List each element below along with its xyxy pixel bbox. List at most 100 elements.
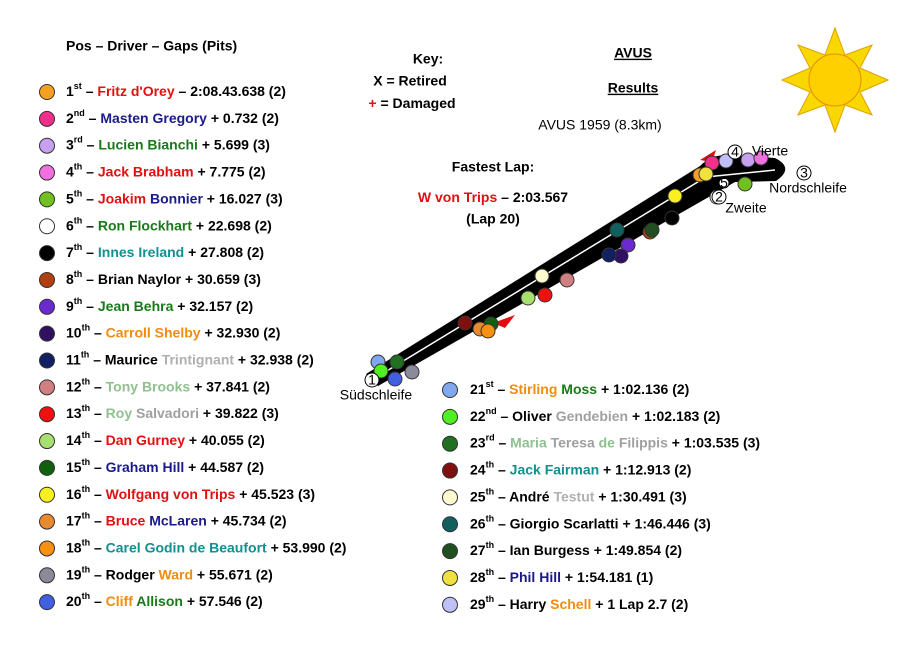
position: 7 [66,244,74,260]
position: 29 [470,596,486,612]
driver-name: Carroll Shelby [106,324,205,340]
driver-name: Moss [561,381,601,397]
result-text: 11th – Maurice Trintignant + 32.938 (2) [66,350,314,367]
track-label: Zweite [725,200,766,216]
driver-name: Giorgio Scarlatti [510,515,623,531]
position-suffix: th [74,162,83,172]
track-car [373,363,389,379]
gap: + 7.775 (2) [197,163,265,179]
position-suffix: th [82,565,91,575]
driver-name: Maurice [105,351,162,367]
separator: – [90,324,106,340]
gap: + 22.698 (2) [196,217,272,233]
corner-number: 5 [720,175,728,191]
gap: + 30.659 (3) [185,271,261,287]
car-marker [442,462,458,479]
track-car [698,166,714,182]
result-row: 12th – Tony Brooks + 37.841 (2) [39,377,270,396]
result-row: 6th – Ron Flockhart + 22.698 (2) [39,216,272,235]
result-text: 13th – Roy Salvadori + 39.822 (3) [66,404,279,421]
driver-name: Dan Gurney [106,432,189,448]
position: 16 [66,485,82,501]
position-suffix: rd [486,433,495,443]
result-row: 14th – Dan Gurney + 40.055 (2) [39,430,265,450]
separator: – [494,515,510,531]
result-text: 22nd – Oliver Gendebien + 1:02.183 (2) [470,406,720,423]
position-suffix: th [82,538,91,548]
result-row: 26th – Giorgio Scarlatti + 1:46.446 (3) [442,514,711,533]
position-suffix: th [74,269,83,279]
corner-badge [727,144,743,160]
car-marker [39,352,55,369]
driver-name: Brian Naylor [98,271,185,287]
car-marker [39,567,55,584]
result-row: 15th – Graham Hill + 44.587 (2) [39,457,264,476]
position-suffix: th [82,404,91,414]
corner-badge [364,372,380,388]
corner-number: 1 [368,372,376,388]
result-text: 29th – Harry Schell + 1 Lap 2.7 (2) [470,594,688,611]
fastest-lap-label: Fastest Lap: [452,159,534,175]
result-text: 14th – Dan Gurney + 40.055 (2) [66,430,265,447]
driver-name: Harry [510,596,550,612]
position: 18 [66,539,82,555]
position: 12 [66,378,82,394]
car-marker [39,245,55,262]
result-row: 11th – Maurice Trintignant + 32.938 (2) [39,350,314,369]
car-marker [39,513,55,530]
driver-name: Maria [510,434,550,450]
gap: + 45.523 (3) [239,485,315,501]
driver-name: Carel Godin de Beaufort [106,539,271,555]
driver-name: Ian Burgess [510,542,594,558]
gap: + 44.587 (2) [188,459,264,475]
car-marker [39,433,55,450]
list-header: Pos – Driver – Gaps (Pits) [66,38,237,54]
driver-name: Stirling [509,381,561,397]
result-row: 29th – Harry Schell + 1 Lap 2.7 (2) [442,594,688,613]
car-marker [442,408,458,425]
corner-badge [711,189,727,205]
gap: + 32.938 (2) [238,351,314,367]
position: 3 [66,136,74,152]
gap: + 32.930 (2) [204,324,280,340]
car-marker [442,382,458,398]
position: 24 [470,461,486,477]
result-text: 23rd – Maria Teresa de Filippis + 1:03.5… [470,433,760,450]
position: 13 [66,405,82,421]
position-suffix: th [486,567,495,577]
track-car [667,188,683,204]
position: 4 [66,163,74,179]
position-suffix: th [74,296,83,306]
result-text: 6th – Ron Flockhart + 22.698 (2) [66,216,272,233]
position-suffix: st [486,379,494,389]
track-car [404,364,420,380]
fastest-lap-lap: (Lap 20) [466,211,520,227]
result-text: 20th – Cliff Allison + 57.546 (2) [66,592,263,609]
result-text: 7th – Innes Ireland + 27.808 (2) [66,242,264,259]
separator: – [90,539,106,555]
position: 10 [66,324,82,340]
separator: – [494,488,509,504]
result-row: 27th – Ian Burgess + 1:49.854 (2) [442,540,682,560]
driver-name: Tony Brooks [106,378,194,394]
car-marker [39,164,55,181]
gap: + 57.546 (2) [187,593,263,609]
position: 28 [470,569,486,585]
driver-name: André [509,488,553,504]
track-car [389,354,405,370]
result-row: 16th – Wolfgang von Trips + 45.523 (3) [39,484,315,503]
fastest-lap-time: – 2:03.567 [501,189,568,205]
separator: – [82,83,98,99]
position: 8 [66,271,74,287]
position: 11 [66,351,81,367]
separator: – [90,593,106,609]
gap: + 1:30.491 (3) [598,488,686,504]
position: 19 [66,566,82,582]
driver-name: Ward [159,566,197,582]
driver-name: Masten Gregory [100,110,210,126]
driver-name: Testut [553,488,598,504]
fastest-lap-line: W von Trips – 2:03.567 [418,189,568,205]
separator: – [82,163,98,179]
position: 20 [66,593,82,609]
result-row: 17th – Bruce McLaren + 45.734 (2) [39,511,287,530]
